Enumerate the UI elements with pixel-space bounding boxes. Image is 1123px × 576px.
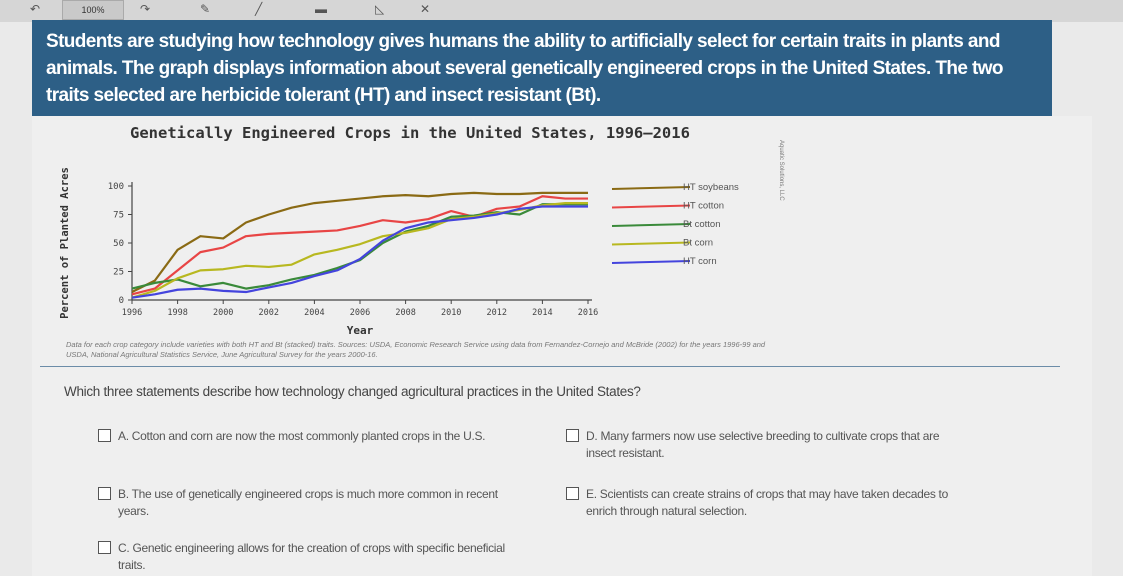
option-label: D. xyxy=(586,429,598,443)
x-tick-label: 1996 xyxy=(122,308,142,318)
line-icon[interactable]: ╱ xyxy=(255,2,263,16)
legend-swatch xyxy=(611,241,691,246)
option-e[interactable]: E. Scientists can create strains of crop… xyxy=(566,486,966,520)
x-tick-label: 2002 xyxy=(259,308,279,318)
legend-swatch xyxy=(611,186,691,190)
y-tick-label: 50 xyxy=(113,239,124,249)
option-label: E. xyxy=(586,487,597,501)
option-text: Genetic engineering allows for the creat… xyxy=(118,541,505,572)
option-label: B. xyxy=(118,487,129,501)
legend-label: Bt corn xyxy=(683,238,713,249)
x-tick-label: 1998 xyxy=(167,308,187,318)
legend-label: HT soybeans xyxy=(683,182,739,193)
legend-swatch xyxy=(611,204,691,209)
y-tick-label: 25 xyxy=(113,268,124,278)
legend-swatch xyxy=(611,223,691,227)
toolbar: ↶ 100% ↷ ✎ ╱ ▬ ◺ ✕ xyxy=(0,0,1123,22)
x-tick-label: 2004 xyxy=(304,308,324,318)
y-tick-label: 75 xyxy=(113,211,124,221)
eraser-icon[interactable]: ✕ xyxy=(420,2,431,16)
series-line-bt-cotton xyxy=(131,203,588,290)
option-text: Cotton and corn are now the most commonl… xyxy=(131,429,486,443)
series-line-ht-cotton xyxy=(131,195,588,296)
x-tick-label: 2012 xyxy=(487,308,507,318)
y-axis-label: Percent of Planted Acres xyxy=(59,167,71,319)
option-label: C. xyxy=(118,541,130,555)
x-axis-label: Year xyxy=(347,324,374,337)
x-tick-label: 2000 xyxy=(213,308,233,318)
zoom-level[interactable]: 100% xyxy=(62,0,124,20)
pen-icon[interactable]: ✎ xyxy=(200,2,211,16)
x-tick-label: 2016 xyxy=(578,308,598,318)
x-tick-label: 2008 xyxy=(395,308,415,318)
option-b[interactable]: B. The use of genetically engineered cro… xyxy=(98,486,498,520)
checkbox-e[interactable] xyxy=(566,487,579,500)
option-text: Scientists can create strains of crops t… xyxy=(586,487,948,518)
chart-footnote: Data for each crop category include vari… xyxy=(66,340,766,359)
y-tick-label: 0 xyxy=(119,296,124,306)
checkbox-c[interactable] xyxy=(98,541,111,554)
series-line-ht-corn xyxy=(131,205,588,299)
option-text: Many farmers now use selective breeding … xyxy=(586,429,940,460)
question-stem-banner: Students are studying how technology giv… xyxy=(32,20,1052,116)
checkbox-d[interactable] xyxy=(566,429,579,442)
highlighter-icon[interactable]: ▬ xyxy=(315,2,327,16)
series-line-bt-corn xyxy=(131,201,588,299)
option-text: The use of genetically engineered crops … xyxy=(118,487,498,518)
legend-swatch xyxy=(611,260,691,264)
checkbox-a[interactable] xyxy=(98,429,111,442)
redo-icon[interactable]: ↷ xyxy=(140,2,151,16)
question-text: Which three statements describe how tech… xyxy=(64,384,641,399)
y-tick-label: 100 xyxy=(108,182,124,192)
ruler-icon[interactable]: ◺ xyxy=(375,2,385,16)
option-a[interactable]: A. Cotton and corn are now the most comm… xyxy=(98,428,498,445)
chart-side-note: Aquatic Solutions, LLC xyxy=(778,140,784,201)
legend-label: Bt cotton xyxy=(683,219,721,230)
x-tick-label: 2014 xyxy=(532,308,552,318)
option-c[interactable]: C. Genetic engineering allows for the cr… xyxy=(98,540,518,574)
option-d[interactable]: D. Many farmers now use selective breedi… xyxy=(566,428,966,462)
series-line-ht-soybeans xyxy=(131,191,588,294)
legend-label: HT corn xyxy=(683,256,717,267)
option-label: A. xyxy=(118,429,129,443)
chart-title: Genetically Engineered Crops in the Unit… xyxy=(130,124,690,142)
undo-icon[interactable]: ↶ xyxy=(30,2,41,16)
divider xyxy=(40,366,1060,367)
legend-label: HT cotton xyxy=(683,201,724,212)
checkbox-b[interactable] xyxy=(98,487,111,500)
line-chart: 0 25 50 75 100 1996 1998 2000 2002 2004 2006 2008 20… xyxy=(59,167,739,337)
x-tick-label: 2006 xyxy=(350,308,370,318)
x-tick-label: 2010 xyxy=(441,308,461,318)
